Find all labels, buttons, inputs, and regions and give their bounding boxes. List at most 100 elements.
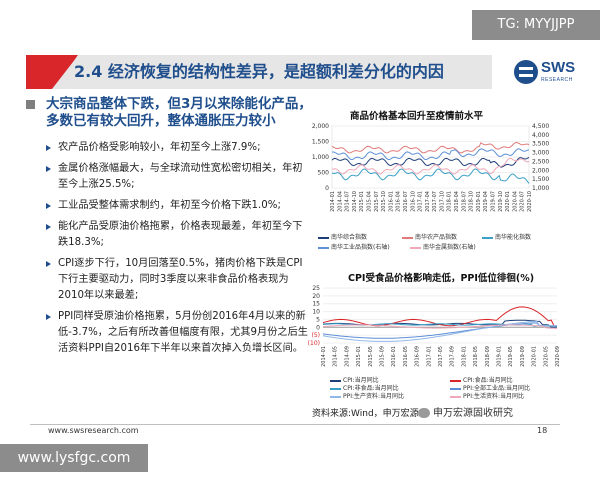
y-right-tick-label: 3,500 (532, 141, 549, 148)
x-tick-label: 2014-05 (333, 346, 339, 367)
wechat-text: 申万宏源固收研究 (433, 408, 513, 419)
x-tick-label: 2019-10 (498, 191, 504, 212)
y-tick-label: 10 (312, 309, 320, 316)
chart1-legend: 南华综合指数 南华农产品指数 南华能化指数 南华工业品指数(右轴) 南华金属指数… (310, 232, 565, 254)
legend-item: 南华农产品指数 (402, 232, 457, 241)
x-tick-label: 2015-09 (380, 346, 386, 367)
legend-swatch (318, 246, 329, 249)
x-tick-label: 2016-04 (396, 191, 402, 212)
y-tick-label: 15 (312, 301, 320, 308)
x-tick-label: 2016-01 (388, 191, 394, 212)
bullet-item: 金属价格涨幅最大，与全球流动性宽松密切相关，年初至今上涨25.5%; (46, 161, 312, 193)
x-tick-label: 2018-09 (485, 346, 491, 367)
logo-mark-icon (514, 60, 538, 84)
square-bullet-icon (26, 100, 35, 109)
triangle-bullet-icon (46, 261, 51, 267)
triangle-bullet-icon (46, 145, 51, 151)
bottom-watermark: www.lysfgc.com (0, 444, 148, 472)
x-tick-label: 2017-09 (450, 346, 456, 367)
y-tick-label: (5) (312, 332, 321, 339)
x-tick-label: 2020-01 (505, 191, 511, 212)
x-tick-label: 2018-07 (461, 191, 467, 212)
legend-item: 南华金属指数(右轴) (410, 242, 476, 251)
triangle-bullet-icon (46, 203, 51, 209)
x-tick-label: 2017-05 (438, 346, 444, 367)
bullet-text: 农产品价格受影响较小，年初至今上涨7.9%; (58, 142, 261, 153)
legend-item: CPI:当月同比 (330, 375, 379, 384)
x-tick-label: 2015-05 (368, 346, 374, 367)
series-line (331, 156, 530, 168)
legend-swatch (410, 246, 421, 249)
headline: 大宗商品整体下跌，但3月以来除能化产品，多数已有较大回升，整体通胀压力较小 (24, 96, 312, 130)
x-tick-label: 2015-01 (356, 346, 362, 367)
footer-divider (30, 424, 560, 425)
series-line (322, 324, 558, 329)
triangle-bullet-icon (46, 314, 51, 320)
series-line (322, 320, 558, 342)
y-tick-label: 20 (312, 293, 320, 300)
y-tick-label: (10) (308, 340, 320, 347)
wechat-icon (418, 408, 430, 418)
bullet-item: 农产品价格受影响较小，年初至今上涨7.9%; (46, 140, 312, 156)
x-tick-label: 2020-05 (543, 346, 549, 367)
legend-swatch (402, 236, 413, 239)
series-line (322, 322, 557, 339)
bullet-item: 能化产品受原油价格拖累，价格表现最差，年初至今下跌18.3%; (46, 219, 312, 251)
x-tick-label: 2019-05 (508, 346, 514, 367)
bullet-text: 工业品受整体需求制约，年初至今价格下跌1.0%; (58, 200, 281, 211)
logo-text: SWS (541, 59, 576, 76)
legend-item: 南华工业品指数(右轴) (318, 242, 390, 251)
y-left-tick-label: 500 (318, 170, 330, 177)
y-left-tick-label: 1,500 (312, 139, 329, 146)
x-tick-label: 2019-09 (520, 346, 526, 367)
x-tick-label: 2018-04 (454, 191, 460, 212)
legend-item: 南华能化指数 (482, 232, 531, 241)
x-tick-label: 2014-07 (345, 191, 351, 212)
wechat-watermark: 申万宏源固收研究 (418, 404, 513, 419)
chart1-title: 商品价格基本回升至疫情前水平 (350, 111, 484, 122)
logo-subtext: RESEARCH (541, 77, 573, 83)
chart2-legend: CPI:当月同比 CPI:食品:当月同比 CPI:非食品:当月同比 PPI:全部… (310, 375, 565, 401)
x-tick-label: 2014-04 (337, 191, 343, 212)
x-tick-label: 2015-07 (374, 191, 380, 212)
x-tick-label: 2017-10 (439, 191, 445, 212)
headline-text: 大宗商品整体下跌，但3月以来除能化产品，多数已有较大回升，整体通胀压力较小 (46, 96, 312, 129)
page-number: 18 (537, 426, 548, 435)
chart2-title: CPI受食品价格影响走低，PPI低位徘徊(%) (348, 273, 535, 284)
x-tick-label: 2017-01 (418, 191, 424, 212)
bullet-item: 工业品受整体需求制约，年初至今价格下跌1.0%; (46, 198, 312, 214)
triangle-bullet-icon (46, 166, 51, 172)
y-left-tick-label: 0 (325, 185, 329, 192)
series-line (331, 141, 530, 154)
series-line (331, 157, 530, 175)
x-tick-label: 2019-01 (476, 191, 482, 212)
x-tick-label: 2018-10 (469, 191, 475, 212)
legend-item: PPI:生产资料:当月同比 (330, 391, 404, 400)
x-tick-label: 2019-01 (497, 346, 503, 367)
x-tick-label: 2015-01 (359, 191, 365, 212)
bullet-text: 金属价格涨幅最大，与全球流动性宽松密切相关，年初至今上涨25.5%; (58, 163, 303, 190)
x-tick-label: 2017-04 (425, 191, 431, 212)
x-tick-label: 2016-01 (391, 346, 397, 367)
x-tick-label: 2018-05 (473, 346, 479, 367)
bullet-text: 能化产品受原油价格拖累，价格表现最差，年初至今下跌18.3%; (58, 221, 303, 248)
x-tick-label: 2016-10 (410, 191, 416, 212)
y-right-tick-label: 1,500 (532, 176, 549, 183)
x-tick-label: 2019-04 (483, 191, 489, 212)
footer-url[interactable]: www.swsresearch.com (48, 426, 139, 435)
y-right-tick-label: 3,000 (532, 150, 549, 157)
bullet-list: 农产品价格受影响较小，年初至今上涨7.9%; 金属价格涨幅最大，与全球流动性宽松… (24, 140, 312, 357)
x-tick-label: 2019-07 (491, 191, 497, 212)
bullet-item: PPI同样受原油价格拖累，5月份创2016年4月以来的新低-3.7%，之后有所改… (46, 309, 312, 357)
x-tick-label: 2016-05 (403, 346, 409, 367)
x-tick-label: 2020-07 (520, 191, 526, 212)
bullet-item: CPI逐步下行，10月回落至0.5%，猪肉价格下跌是CPI下行主要驱动力，同时3… (46, 256, 312, 304)
top-watermark: TG: MYYJJPP (472, 10, 600, 40)
commodity-price-chart: 2,0001,5001,00050004,5004,0003,5003,0002… (312, 123, 550, 212)
y-tick-label: 5 (316, 316, 320, 323)
x-tick-label: 2014-01 (330, 191, 336, 212)
legend-item: PPI:全部工业品:当月同比 (450, 383, 530, 392)
sws-logo: SWS RESEARCH (514, 57, 580, 87)
x-tick-label: 2014-10 (352, 191, 358, 212)
